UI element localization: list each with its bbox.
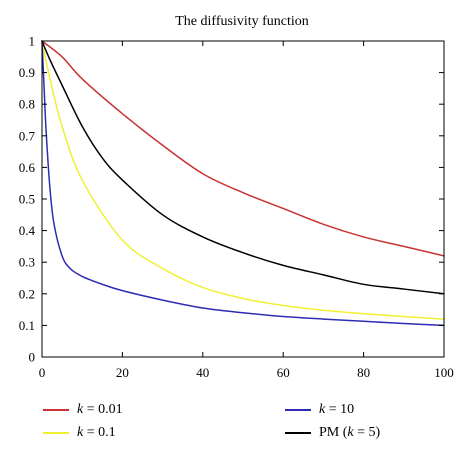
y-tick-label: 0.9	[19, 65, 35, 80]
x-tick-label: 60	[277, 365, 290, 380]
y-tick-label: 0.6	[19, 160, 36, 175]
series-line-k-0-1	[41, 40, 445, 320]
series-layer	[41, 40, 445, 327]
x-axis: 0 20 40 60 80 100	[39, 41, 454, 380]
y-tick-label: 0.3	[19, 255, 35, 270]
y-tick-label: 0.8	[19, 97, 35, 112]
y-tick-label: 0.4	[19, 223, 36, 238]
series-line-pm-k-5	[41, 40, 445, 295]
chart-title: The diffusivity function	[175, 14, 309, 29]
y-tick-label: 0.7	[19, 128, 36, 143]
x-tick-label: 20	[116, 365, 129, 380]
x-tick-label: 100	[434, 365, 454, 380]
y-tick-label: 0.5	[19, 192, 35, 207]
x-tick-label: 0	[39, 365, 46, 380]
series-line-k-0-01	[41, 40, 445, 257]
y-tick-label: 0.2	[19, 286, 35, 301]
y-tick-label: 1	[29, 34, 36, 49]
x-tick-label: 80	[357, 365, 370, 380]
series-line-k-10	[41, 40, 445, 327]
y-axis: 0 0.1 0.2 0.3 0.4 0.5 0.6 0.7 0.8 0.9 1	[19, 34, 444, 365]
plot-frame	[41, 40, 445, 358]
x-tick-label: 40	[196, 365, 209, 380]
y-tick-label: 0.1	[19, 318, 35, 333]
y-tick-label: 0	[29, 350, 36, 365]
